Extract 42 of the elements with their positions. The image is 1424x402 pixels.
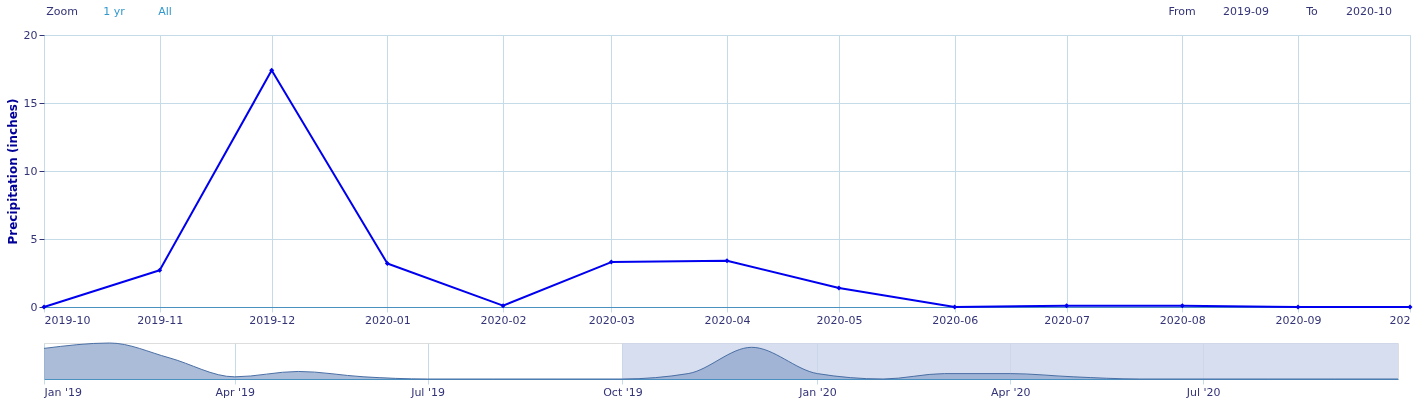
x-tick-label: 2020-02 [480,313,527,327]
x-tick-label: Jul '19 [410,385,445,399]
point [157,267,163,273]
x-tick-label: Apr '20 [990,385,1031,399]
x-tick-label: 202 [1389,313,1411,327]
y-tick-label: 5 [30,232,38,246]
x-tick-label: 2019-11 [137,313,184,327]
point [500,303,506,309]
x-tick-label: Oct '19 [603,385,643,399]
point [384,260,390,266]
x-tick-label: 2020-07 [1044,313,1091,327]
x-tick-label: 2020-04 [704,313,751,327]
point [1179,303,1185,309]
x-tick-label: Jan '19 [43,385,82,399]
x-tick-label: 2020-01 [364,313,411,327]
point [724,258,730,264]
y-tick-label: 15 [23,96,38,110]
text: All [158,5,172,18]
point [1064,303,1070,309]
y-axis-title: Precipitation (inches) [5,98,20,245]
x-tick-label: Jan '20 [798,385,837,399]
x-tick-label: Jul '20 [1185,385,1221,399]
x-tick-label: 2019-10 [44,313,91,327]
x-tick-label: 2020-03 [588,313,635,327]
y-tick-label: 0 [30,300,38,314]
x-tick-label: 2020-06 [932,313,979,327]
text: From [1168,5,1196,18]
point [269,67,275,73]
x-tick-label: 2020-05 [816,313,863,327]
x-tick-label: 2020-09 [1275,313,1322,327]
text: To [1305,5,1319,18]
y-tick-label: 10 [23,164,38,178]
text: Zoom [46,5,78,18]
text: 1 yr [103,5,126,18]
x-tick-label: 2020-08 [1159,313,1206,327]
text: 2020-10 [1346,5,1392,18]
text: 2019-09 [1223,5,1269,18]
y-tick-label: 20 [23,28,38,42]
point [836,285,842,291]
x-tick-label: 2019-12 [249,313,296,327]
point [608,259,614,265]
x-tick-label: Apr '19 [215,385,255,399]
